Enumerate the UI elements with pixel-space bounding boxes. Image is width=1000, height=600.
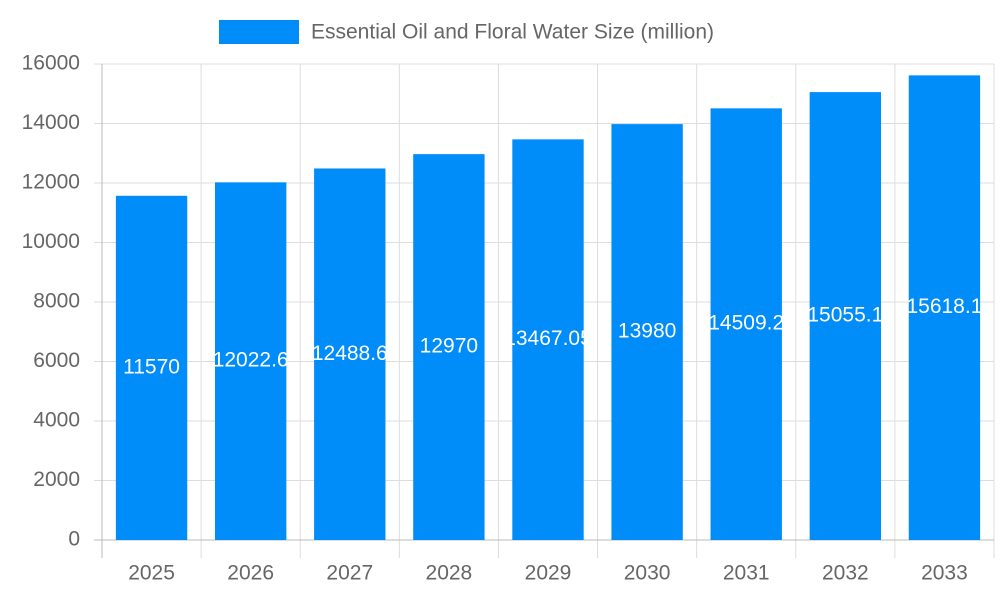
bar (809, 92, 882, 540)
x-tick-label: 2032 (822, 562, 869, 585)
x-tick-label: 2025 (128, 562, 175, 585)
x-tick-label: 2027 (326, 562, 373, 585)
data-label: 12488.6 (312, 342, 388, 365)
bar (512, 139, 584, 540)
legend-label: Essential Oil and Floral Water Size (mil… (311, 21, 714, 44)
data-label: 12022.6 (213, 349, 289, 372)
data-label: 14509.2 (708, 312, 784, 335)
y-tick-label: 12000 (22, 171, 80, 194)
x-tick-label: 2029 (525, 562, 572, 585)
bar (115, 195, 188, 541)
bar (908, 75, 981, 541)
x-tick-label: 2031 (723, 562, 770, 585)
x-tick-label: 2028 (426, 562, 473, 585)
bar (214, 182, 287, 541)
x-tick-label: 2026 (227, 562, 274, 585)
y-tick-label: 16000 (22, 52, 80, 75)
bar (611, 124, 683, 540)
data-label: 12970 (420, 335, 478, 358)
data-label: 15618.1 (906, 295, 982, 318)
bar (413, 154, 485, 540)
y-tick-label: 4000 (33, 409, 80, 432)
data-label: 13980 (618, 320, 676, 343)
y-tick-label: 6000 (33, 349, 80, 372)
x-tick-label: 2033 (921, 562, 968, 585)
y-tick-label: 14000 (22, 111, 80, 134)
x-tick-label: 2030 (624, 562, 671, 585)
y-tick-label: 10000 (22, 230, 80, 253)
y-tick-label: 2000 (33, 468, 80, 491)
data-label: 15055.1 (807, 304, 883, 327)
bar (710, 108, 782, 540)
y-tick-label: 8000 (33, 290, 80, 313)
y-tick-label: 0 (68, 528, 80, 551)
data-label: 11570 (123, 355, 180, 378)
legend-swatch (219, 20, 299, 44)
data-label: 13467.05 (504, 327, 592, 350)
bar (314, 168, 386, 540)
